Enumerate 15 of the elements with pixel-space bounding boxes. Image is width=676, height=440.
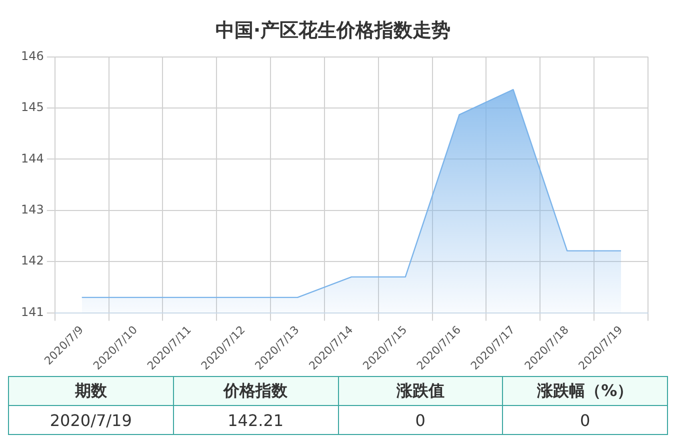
text: 涨跌幅（%）: [502, 376, 668, 406]
text: 价格指数: [173, 376, 338, 406]
text: 0: [338, 406, 503, 434]
y-tick-label: 141: [21, 304, 44, 319]
y-tick-label: 144: [21, 151, 44, 166]
y-tick-label: 143: [21, 202, 44, 217]
text: 期数: [8, 376, 174, 406]
text: 2020/7/19: [8, 406, 174, 434]
text: 142.21: [173, 406, 338, 434]
text: 涨跌值: [338, 376, 503, 406]
y-tick-label: 146: [21, 48, 44, 63]
y-tick-label: 145: [21, 100, 44, 114]
y-tick-label: 142: [21, 254, 44, 268]
text: 0: [502, 406, 668, 434]
chart-title: 中国·产区花生价格指数走势: [215, 19, 451, 42]
